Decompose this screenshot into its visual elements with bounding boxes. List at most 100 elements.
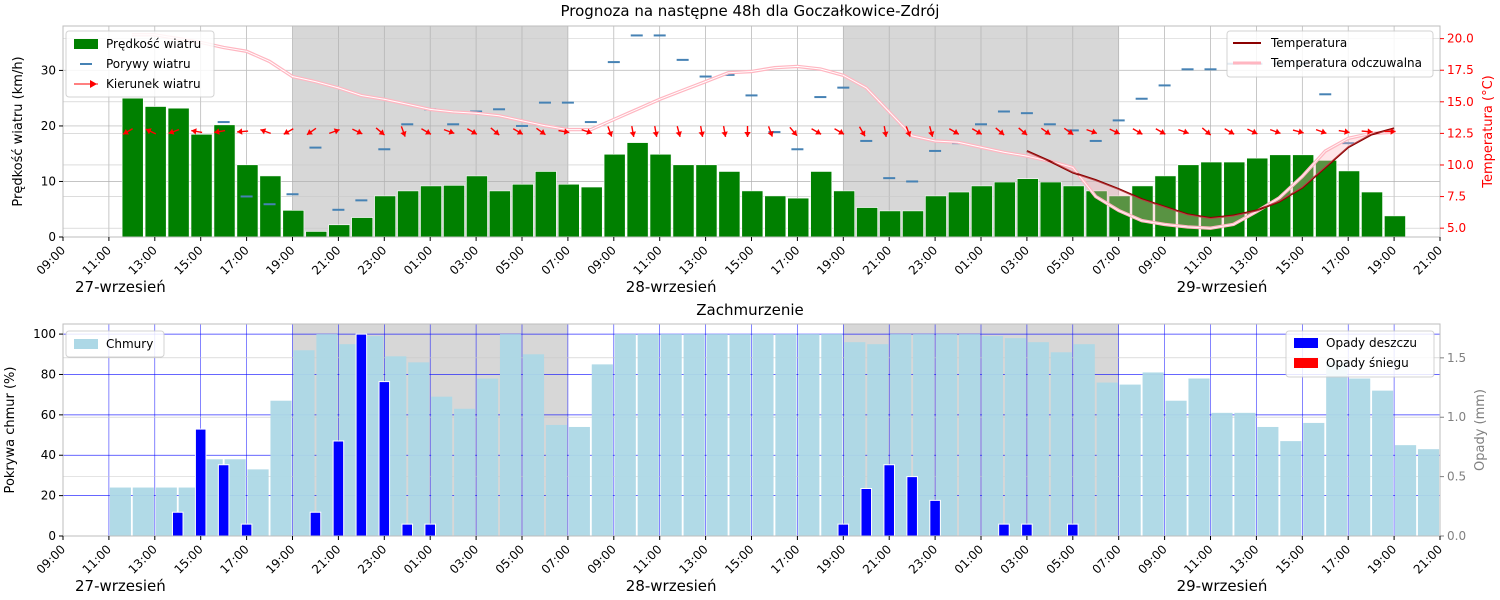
- wind-direction-arrowhead: [952, 128, 959, 135]
- x-tick-label: 03:00: [447, 243, 481, 277]
- x-tick-label: 11:00: [80, 542, 114, 576]
- wind-speed-bar: [1016, 178, 1039, 238]
- cloud-cover-bar: [178, 487, 200, 536]
- cloud-cover-bar: [109, 487, 131, 536]
- wind-direction-arrowhead: [191, 128, 197, 135]
- cloud-cover-bar: [637, 334, 659, 536]
- y-right-tick-label: 1.0: [1447, 410, 1466, 424]
- x-tick-label: 07:00: [1089, 542, 1123, 576]
- wind-speed-bar: [466, 175, 488, 238]
- rain-bar: [171, 511, 184, 537]
- x-tick-label: 03:00: [998, 243, 1032, 277]
- rain-bar: [998, 523, 1010, 537]
- x-tick-label: 07:00: [539, 542, 573, 576]
- wind-speed-bar: [374, 195, 397, 238]
- cloud-cover-bar: [798, 334, 820, 536]
- cloud-cover-bar: [981, 336, 1004, 536]
- wind-direction-arrowhead: [815, 128, 822, 135]
- wind-speed-bar: [1039, 181, 1062, 238]
- rain-bar: [355, 333, 368, 537]
- wind-direction-arrowhead: [652, 131, 659, 137]
- wind-direction-arrowhead: [378, 129, 385, 136]
- wind-direction-arrowhead: [791, 129, 797, 136]
- wind-speed-bar: [305, 231, 328, 238]
- cloud-cover-bar: [568, 426, 590, 536]
- cloud-cover-bar: [155, 487, 177, 536]
- cloud-cover-bar: [339, 344, 361, 536]
- x-tick-label: 19:00: [1365, 542, 1399, 576]
- wind-speed-bar: [902, 210, 924, 238]
- wind-direction-arrowhead: [629, 131, 636, 137]
- wind-speed-bar: [970, 185, 993, 238]
- x-tick-label: 05:00: [1044, 542, 1078, 576]
- wind-direction-arrowhead: [1204, 129, 1211, 136]
- wind-direction-arrowhead: [493, 129, 500, 136]
- cloud-cover-bar: [270, 400, 292, 536]
- wind-direction-arrowhead: [1091, 128, 1097, 135]
- wind-direction-arrowhead: [586, 128, 593, 135]
- cloud-cover-bar: [1073, 344, 1095, 536]
- cloud-cover-bar: [1027, 342, 1049, 536]
- y-right-tick-label: 7.5: [1447, 190, 1466, 204]
- cloud-cover-bar: [545, 424, 567, 536]
- y-tick-label: 0: [48, 529, 56, 543]
- x-tick-label: 11:00: [630, 243, 664, 277]
- cloud-cover-bar: [867, 344, 889, 536]
- cloud-cover-bar: [1050, 352, 1072, 536]
- wind-speed-bar: [879, 210, 901, 238]
- cloud-panel: 0 20 40 60 80 100 0.0 0.5 1.0 1.5 09:00 11:00 13:00 1…: [3, 301, 1488, 595]
- wind-direction-arrowhead: [1297, 128, 1304, 135]
- legend-box: [65, 30, 215, 98]
- y-right-tick-label: 15.0: [1447, 95, 1474, 109]
- x-tick-label: 03:00: [447, 542, 481, 576]
- y-tick-label: 20: [41, 119, 56, 133]
- x-tick-label: 07:00: [539, 243, 573, 277]
- x-tick-label: 19:00: [263, 243, 297, 277]
- wind-speed-bar: [1338, 170, 1360, 238]
- cloud-cover-bar: [591, 364, 613, 536]
- y-tick-label: 20: [41, 489, 56, 503]
- x-tick-label: 03:00: [998, 542, 1032, 576]
- y-right-tick-label: 12.5: [1447, 126, 1474, 140]
- cloud-cover-bar: [1142, 372, 1164, 536]
- wind-direction-arrowhead: [425, 128, 431, 135]
- wind-direction-arrowhead: [260, 128, 267, 135]
- rain-bar: [194, 428, 207, 537]
- legend-box-right: [1285, 330, 1435, 378]
- y-right-tick-label: 0.5: [1447, 470, 1466, 484]
- x-tick-label: 19:00: [814, 542, 848, 576]
- x-tick-label: 21:00: [309, 542, 343, 576]
- cloud-cover-bar: [454, 408, 476, 536]
- wind-direction-arrowhead: [698, 131, 705, 137]
- x-tick-label: 17:00: [217, 243, 251, 277]
- legend-swatch-wind: [74, 39, 98, 49]
- x-tick-label: 09:00: [1135, 542, 1169, 576]
- rain-bar: [1021, 523, 1033, 537]
- day-label: 29-wrzesień: [1177, 278, 1268, 296]
- cloud-cover-bar: [706, 334, 728, 536]
- wind-direction-arrowhead: [448, 128, 455, 135]
- wind-direction-arrowhead: [283, 128, 290, 135]
- x-tick-label: 01:00: [952, 243, 986, 277]
- legend-box-right: [1226, 30, 1434, 78]
- wind-direction-arrowhead: [1182, 128, 1189, 135]
- cloud-cover-bar: [1234, 412, 1256, 536]
- cloud-cover-bar: [1326, 362, 1348, 536]
- x-tick-label: 15:00: [1273, 243, 1307, 277]
- legend-label: Temperatura: [1270, 36, 1347, 50]
- x-tick-label: 19:00: [814, 243, 848, 277]
- x-tick-label: 15:00: [722, 542, 756, 576]
- legend-box: [65, 330, 165, 358]
- x-tick-label: 11:00: [630, 542, 664, 576]
- wind-direction-arrowhead: [721, 131, 728, 137]
- legend-swatch-snow: [1294, 358, 1318, 368]
- wind-direction-arrowhead: [145, 128, 152, 135]
- x-tick-label: 17:00: [1319, 542, 1353, 576]
- cloud-cover-bar: [890, 334, 912, 536]
- day-label: 29-wrzesień: [1177, 577, 1268, 595]
- wind-speed-bar: [787, 197, 810, 238]
- cloud-cover-bar: [499, 334, 522, 536]
- wind-direction-arrowhead: [1251, 128, 1258, 135]
- y-tick-label: 40: [41, 448, 56, 462]
